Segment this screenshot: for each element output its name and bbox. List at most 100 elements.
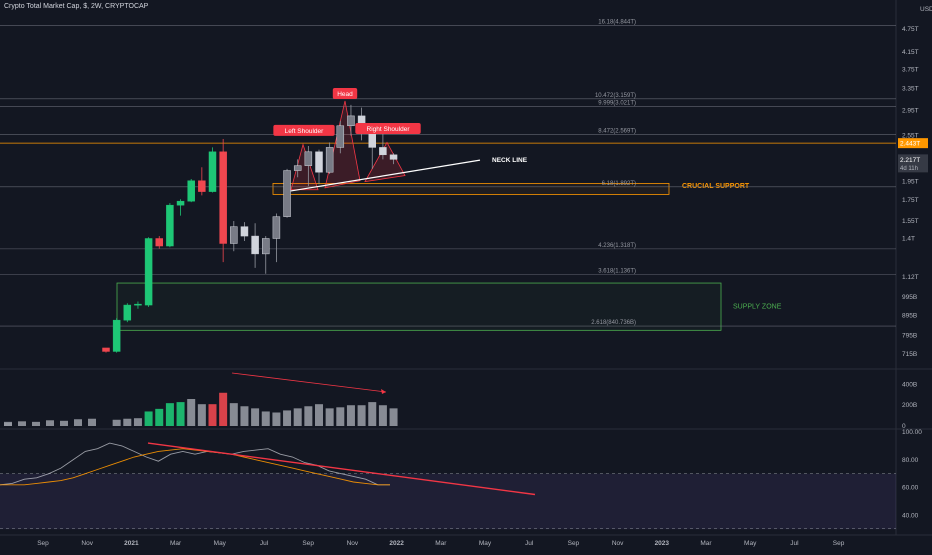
supply-zone-box xyxy=(116,282,722,331)
volume-bar xyxy=(325,408,334,426)
rsi-trendline xyxy=(147,442,536,496)
volume-bar xyxy=(46,420,54,426)
volume-bar xyxy=(229,403,238,426)
volume-tick-label: 200B xyxy=(902,402,917,409)
crucial-support-box xyxy=(272,182,670,195)
time-tick-label: May xyxy=(214,540,227,547)
volume-bar xyxy=(304,406,313,426)
volume-bar xyxy=(112,419,121,426)
volume-bar xyxy=(144,411,153,426)
candle-body xyxy=(112,319,121,352)
time-tick-label: Sep xyxy=(302,540,314,547)
time-tick-label: Jul xyxy=(525,540,534,547)
time-tick-label: Nov xyxy=(347,540,359,547)
left-shoulder-badge-bg xyxy=(273,124,335,136)
candle-body xyxy=(187,180,195,202)
price-tick-label: 1.75T xyxy=(902,197,919,204)
price-tick-label: 1.4T xyxy=(902,236,915,243)
time-tick-label: 2023 xyxy=(655,540,670,547)
candle-body xyxy=(272,216,281,239)
volume-bar xyxy=(336,407,345,426)
volume-bar xyxy=(389,408,398,426)
time-tick-label: May xyxy=(479,540,492,547)
neckline xyxy=(286,159,481,193)
price-tick-label: 2.95T xyxy=(902,108,919,115)
time-tick-label: Jul xyxy=(790,540,799,547)
volume-bar xyxy=(208,404,217,426)
volume-bar xyxy=(18,421,26,426)
supply-zone-label: SUPPLY ZONE xyxy=(733,304,782,311)
price-axis-unit: USD xyxy=(920,6,932,13)
candle-body xyxy=(219,151,227,244)
volume-bar xyxy=(176,402,185,426)
candle-body xyxy=(315,151,323,173)
neckline-label: NECK LINE xyxy=(492,157,528,164)
time-tick-label: Mar xyxy=(435,540,447,547)
price-tick-label: 715B xyxy=(902,351,917,358)
candle-body xyxy=(368,131,376,148)
volume-bar xyxy=(123,418,132,426)
right-shoulder-badge-bg xyxy=(355,122,421,134)
volume-bar xyxy=(357,405,366,426)
volume-bar xyxy=(133,418,142,426)
price-tick-label: 795B xyxy=(902,333,917,340)
head-badge: Head xyxy=(337,91,353,98)
time-tick-label: Sep xyxy=(833,540,845,547)
price-tick-label: 1.95T xyxy=(902,179,919,186)
price-tick-label: 1.12T xyxy=(902,274,919,281)
rsi-series-0 xyxy=(0,442,390,486)
volume-bar xyxy=(155,408,164,426)
volume-bar xyxy=(251,408,260,426)
volume-bar xyxy=(378,405,387,426)
time-tick-label: Nov xyxy=(81,540,93,547)
price-tick-label: 4.75T xyxy=(902,26,919,33)
fib-label: 4.236(1.318T) xyxy=(598,243,636,249)
candle-body xyxy=(336,125,345,148)
candle-body xyxy=(262,238,270,255)
time-tick-label: Sep xyxy=(37,540,49,547)
price-tick-label: 995B xyxy=(902,294,917,301)
volume-bar xyxy=(368,402,377,426)
candle-body xyxy=(123,304,132,321)
volume-bar xyxy=(315,404,323,426)
fib-label: 2.618(840.736B) xyxy=(591,320,636,326)
candle-body xyxy=(176,200,185,206)
fib-label: 9.999(3.021T) xyxy=(598,100,636,106)
rsi-tick-label: 100.00 xyxy=(902,429,922,436)
volume-bar xyxy=(165,403,174,426)
volume-bar xyxy=(32,421,40,426)
candle-body xyxy=(347,115,355,127)
candle-body xyxy=(293,165,302,171)
time-tick-label: Jul xyxy=(260,540,269,547)
candle-body xyxy=(389,154,398,160)
head-badge-bg xyxy=(332,87,358,99)
volume-bar xyxy=(197,404,206,426)
volume-bar xyxy=(74,419,82,426)
volume-bar xyxy=(187,399,196,426)
volume-bar xyxy=(272,412,281,426)
candle-body xyxy=(379,147,387,156)
price-tick-label: 2.55T xyxy=(902,133,919,140)
price-tick-label: 1.55T xyxy=(902,218,919,225)
candle-body xyxy=(102,347,110,352)
time-tick-label: Mar xyxy=(170,540,182,547)
price-tick-label: 3.75T xyxy=(902,66,919,73)
current-price-badge: 2.217T xyxy=(900,157,920,164)
time-tick-label: Mar xyxy=(700,540,712,547)
volume-bar xyxy=(4,422,12,426)
fib-label: 10.472(3.159T) xyxy=(595,93,636,99)
fib-label: 3.618(1.136T) xyxy=(598,268,636,274)
candle-body xyxy=(166,204,174,247)
volume-bar xyxy=(88,418,96,426)
rsi-tick-label: 40.00 xyxy=(902,512,919,519)
left-shoulder-badge: Left Shoulder xyxy=(285,128,325,135)
candle-body xyxy=(240,226,249,237)
last-price-badge: 2.443T xyxy=(900,141,920,148)
volume-trendline xyxy=(231,372,387,393)
rsi-tick-label: 80.00 xyxy=(902,457,919,464)
countdown-label: 4d 11h xyxy=(900,166,918,172)
fib-label: 8.472(2.569T) xyxy=(598,128,636,134)
candle-body xyxy=(304,151,313,166)
